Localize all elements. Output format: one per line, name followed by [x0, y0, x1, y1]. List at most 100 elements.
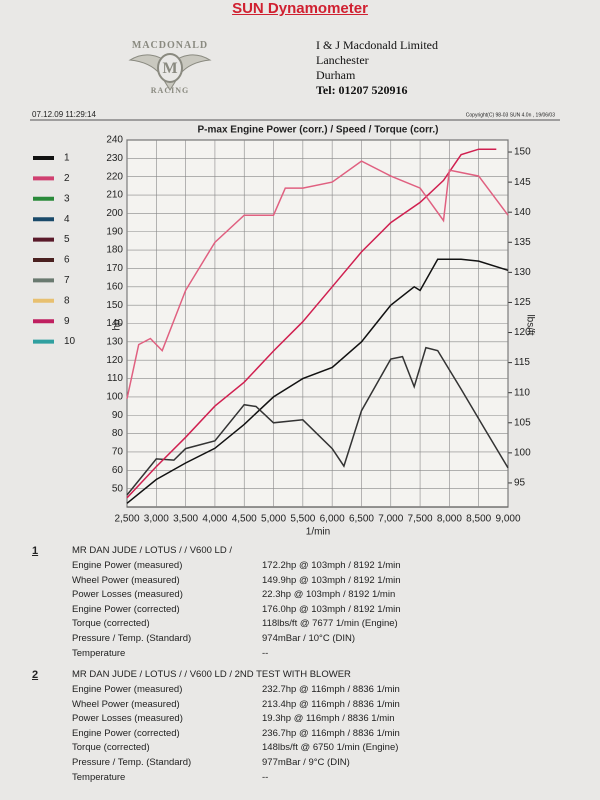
chart: 07.12.09 11:29:14 Copyright(C) 98-03 SUN… [30, 110, 560, 538]
page-title: SUN Dynamometer [232, 0, 368, 17]
x-tick-label: 3,500 [173, 514, 198, 525]
result-value: 22.3hp @ 103mph / 8192 1/min [262, 589, 396, 601]
y2-tick-label: 140 [514, 207, 531, 218]
legend-label: 5 [64, 234, 70, 245]
y2-tick-label: 130 [514, 267, 531, 278]
copyright: Copyright(C) 98-03 SUN 4.0n , 19/06/03 [466, 112, 555, 118]
x-tick-label: 8,000 [437, 514, 462, 525]
logo-text: RACING [150, 86, 190, 95]
legend-label: 2 [64, 173, 70, 184]
run-title: MR DAN JUDE / LOTUS / / V600 LD / [72, 545, 232, 556]
logo-text: MACDONALD [131, 40, 209, 51]
result-value: -- [262, 647, 269, 659]
series-line [126, 160, 509, 399]
x-tick-label: 4,000 [202, 514, 227, 525]
results: 1 MR DAN JUDE / LOTUS / / V600 LD / Engine… [0, 540, 600, 800]
result-label: Wheel Power (measured) [72, 574, 180, 586]
y2-tick-label: 115 [514, 357, 530, 368]
result-value: 19.3hp @ 116mph / 8836 1/min [262, 713, 395, 725]
x-tick-label: 7,500 [408, 514, 433, 525]
x-axis-label: 1/min [306, 527, 330, 538]
legend-label: 9 [64, 316, 70, 327]
result-value: 176.0hp @ 103mph / 8192 1/min [262, 603, 401, 615]
result-value: 149.9hp @ 103mph / 8192 1/min [262, 574, 401, 586]
result-label: Torque (corrected) [72, 618, 150, 630]
y-tick-label: 90 [112, 410, 124, 421]
result-label: Power Losses (measured) [72, 589, 183, 601]
y-tick-label: 50 [112, 483, 124, 494]
legend-label: 6 [64, 255, 70, 266]
result-label: Wheel Power (measured) [72, 698, 180, 710]
legend-label: 8 [64, 295, 70, 306]
result-value: -- [262, 771, 269, 783]
x-tick-label: 4,500 [232, 514, 257, 525]
x-tick-label: 2,500 [114, 514, 139, 525]
result-value: 172.2hp @ 103mph / 8192 1/min [262, 560, 401, 571]
series-line [126, 346, 509, 496]
legend-label: 7 [64, 275, 70, 286]
result-label: Engine Power (corrected) [72, 727, 180, 739]
run-title: MR DAN JUDE / LOTUS / / V600 LD / 2ND TE… [72, 669, 351, 680]
y-tick-label: 210 [106, 190, 123, 201]
x-tick-label: 8,500 [466, 514, 491, 525]
x-tick-label: 5,000 [261, 514, 286, 525]
run-number: 1 [32, 545, 39, 557]
y-tick-label: 220 [106, 171, 123, 182]
x-tick-label: 6,000 [320, 514, 345, 525]
legend-label: 3 [64, 193, 70, 204]
y-tick-label: 70 [112, 447, 124, 458]
x-tick-label: 9,000 [495, 514, 520, 525]
y2-tick-label: 100 [514, 447, 531, 458]
y-tick-label: 140 [106, 318, 123, 329]
series-line [126, 148, 497, 499]
x-tick-label: 3,000 [144, 514, 169, 525]
result-label: Power Losses (measured) [72, 713, 183, 725]
y-tick-label: 110 [107, 373, 123, 384]
y-tick-label: 80 [112, 428, 124, 439]
y2-tick-label: 110 [514, 387, 530, 398]
y-tick-label: 160 [106, 281, 123, 292]
y-tick-label: 130 [106, 336, 123, 347]
series-line [126, 258, 509, 504]
y2-tick-label: 150 [514, 147, 531, 158]
y-tick-label: 200 [106, 208, 123, 219]
y-tick-label: 170 [106, 263, 123, 274]
result-label: Pressure / Temp. (Standard) [72, 757, 192, 768]
y-tick-label: 100 [106, 392, 123, 403]
result-value: 236.7hp @ 116mph / 8836 1/min [262, 727, 400, 739]
address-line: Tel: 01207 520916 [316, 83, 408, 97]
y-tick-label: 60 [112, 465, 124, 476]
y2-tick-label: 95 [514, 478, 526, 489]
result-label: Temperature [72, 647, 126, 659]
address-line: Durham [316, 68, 356, 82]
y-tick-label: 180 [106, 245, 123, 256]
y-tick-label: 150 [106, 300, 123, 311]
result-label: Temperature [72, 771, 126, 783]
result-label: Engine Power (measured) [72, 684, 183, 695]
y-axis-label: hp [112, 319, 123, 331]
result-value: 977mBar / 9°C (DIN) [262, 757, 350, 768]
y2-tick-label: 145 [514, 177, 531, 188]
legend-label: 1 [64, 153, 70, 164]
address-line: Lanchester [316, 53, 369, 67]
y2-axis-label: lbs/ft [524, 314, 535, 335]
y-tick-label: 120 [106, 355, 123, 366]
y2-tick-label: 105 [514, 417, 531, 428]
run-number: 2 [32, 669, 39, 681]
y-tick-label: 190 [106, 226, 123, 237]
result-value: 118lbs/ft @ 7677 1/min (Engine) [262, 618, 398, 630]
address-line: I & J Macdonald Limited [316, 38, 438, 52]
svg-text:M: M [162, 60, 177, 77]
y2-tick-label: 125 [514, 297, 531, 308]
chart-title: P-max Engine Power (corr.) / Speed / Tor… [198, 125, 439, 136]
timestamp: 07.12.09 11:29:14 [32, 110, 96, 119]
legend-label: 4 [64, 214, 70, 225]
y-tick-label: 230 [106, 153, 123, 164]
result-value: 148lbs/ft @ 6750 1/min (Engine) [262, 742, 399, 754]
result-value: 974mBar / 10°C (DIN) [262, 633, 356, 644]
x-tick-label: 7,000 [378, 514, 403, 525]
legend-label: 10 [64, 336, 76, 347]
result-label: Pressure / Temp. (Standard) [72, 633, 192, 644]
result-value: 213.4hp @ 116mph / 8836 1/min [262, 698, 400, 710]
